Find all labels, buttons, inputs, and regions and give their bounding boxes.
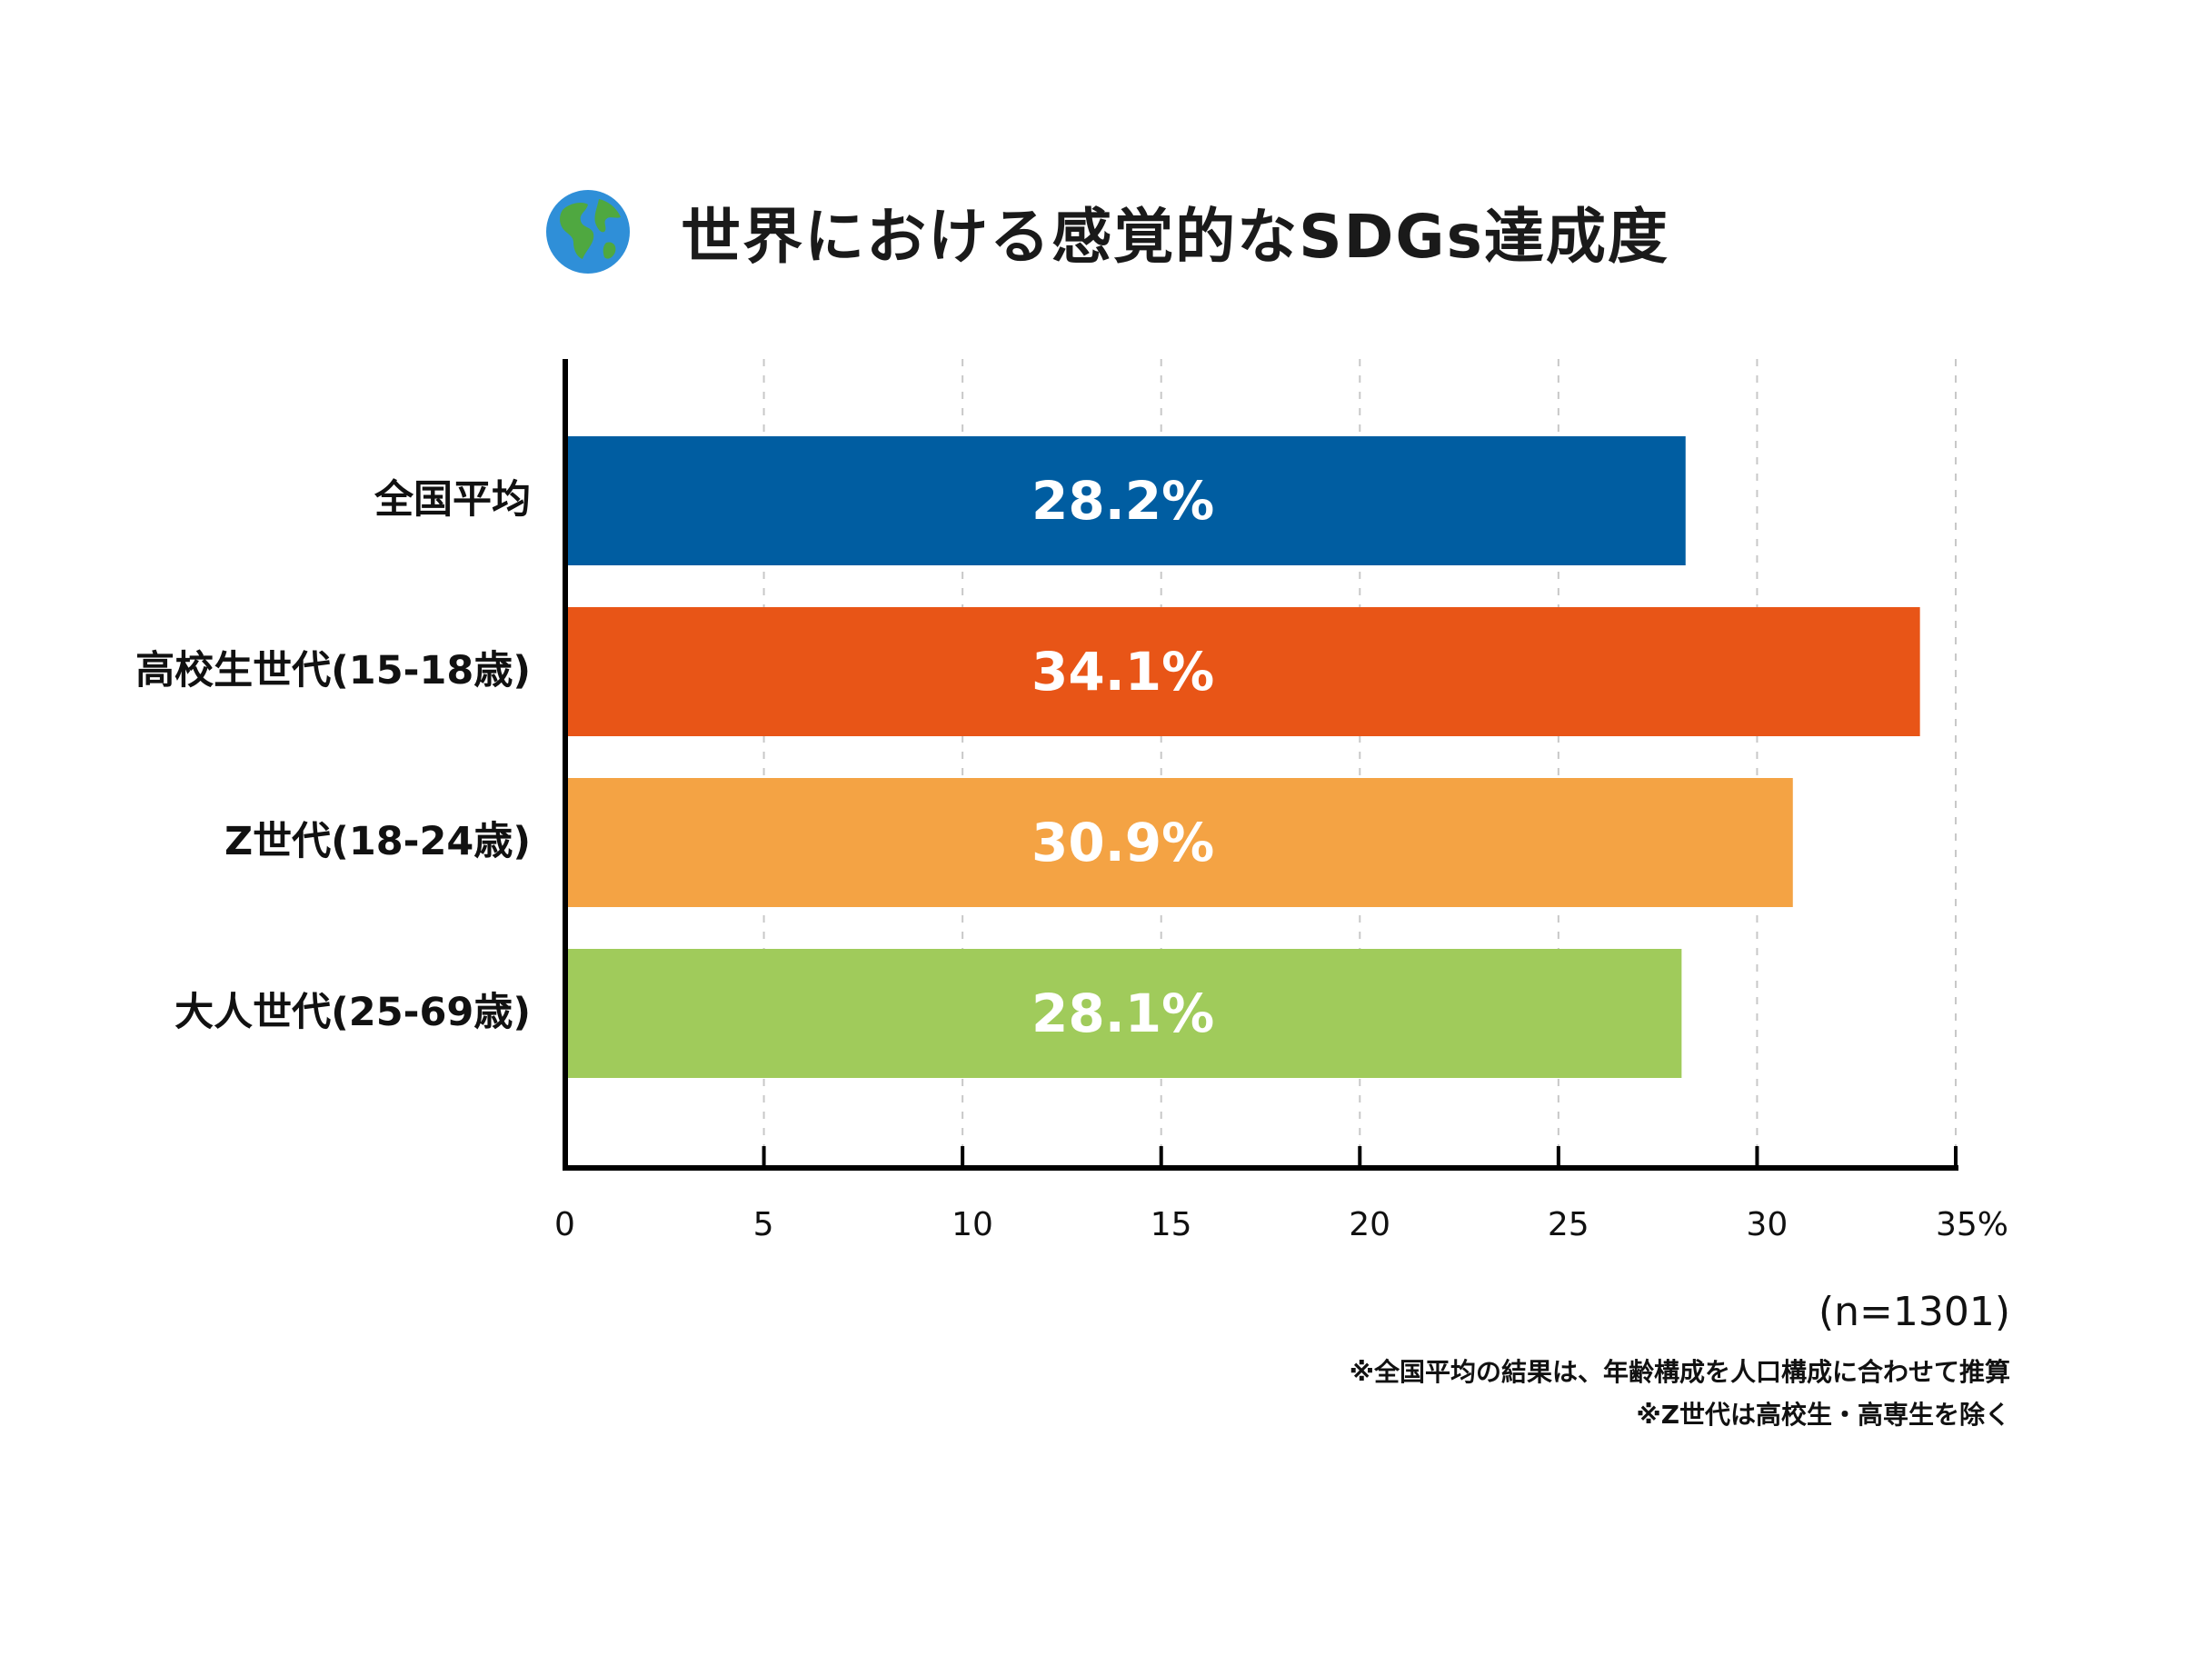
bar-value-label: 28.2%: [1031, 470, 1215, 532]
x-tick-label: 25: [1547, 1206, 1589, 1243]
bar-value-label: 30.9%: [1031, 812, 1215, 873]
bar-layer: [565, 436, 1920, 1078]
x-tick-label: 5: [752, 1206, 774, 1243]
x-tick-label: 0: [554, 1206, 575, 1243]
category-label: 高校生世代(15-18歳): [135, 648, 531, 693]
x-tick-label: 20: [1349, 1206, 1391, 1243]
bar: [565, 949, 1682, 1078]
bar-value-label: 28.1%: [1031, 983, 1215, 1044]
footnote-gen-z: ※Z世代は高校生・高専生を除く: [1636, 1400, 2010, 1430]
bar-value-label: 34.1%: [1031, 641, 1215, 703]
x-tick-label: 30: [1746, 1206, 1789, 1243]
sample-size-note: (n=1301): [1818, 1289, 2010, 1335]
chart-title-row: 世界における感覚的なSDGs達成度: [0, 177, 2212, 286]
category-label: Z世代(18-24歳): [224, 819, 531, 864]
globe-americas-icon: [546, 190, 631, 274]
x-tick-label: 15: [1150, 1206, 1192, 1243]
chart-title: 世界における感覚的なSDGs達成度: [681, 202, 1669, 272]
category-label: 全国平均: [374, 477, 531, 523]
footnote-average: ※全国平均の結果は、年齢構成を人口構成に合わせて推算: [1349, 1357, 2010, 1387]
x-tick-label: 35%: [1936, 1206, 2009, 1243]
axis-layer: [563, 359, 1958, 1171]
bar: [565, 778, 1793, 907]
x-tick-label: 10: [952, 1206, 993, 1243]
bar: [565, 436, 1686, 565]
category-label: 大人世代(25-69歳): [174, 990, 531, 1035]
bar: [565, 607, 1920, 736]
